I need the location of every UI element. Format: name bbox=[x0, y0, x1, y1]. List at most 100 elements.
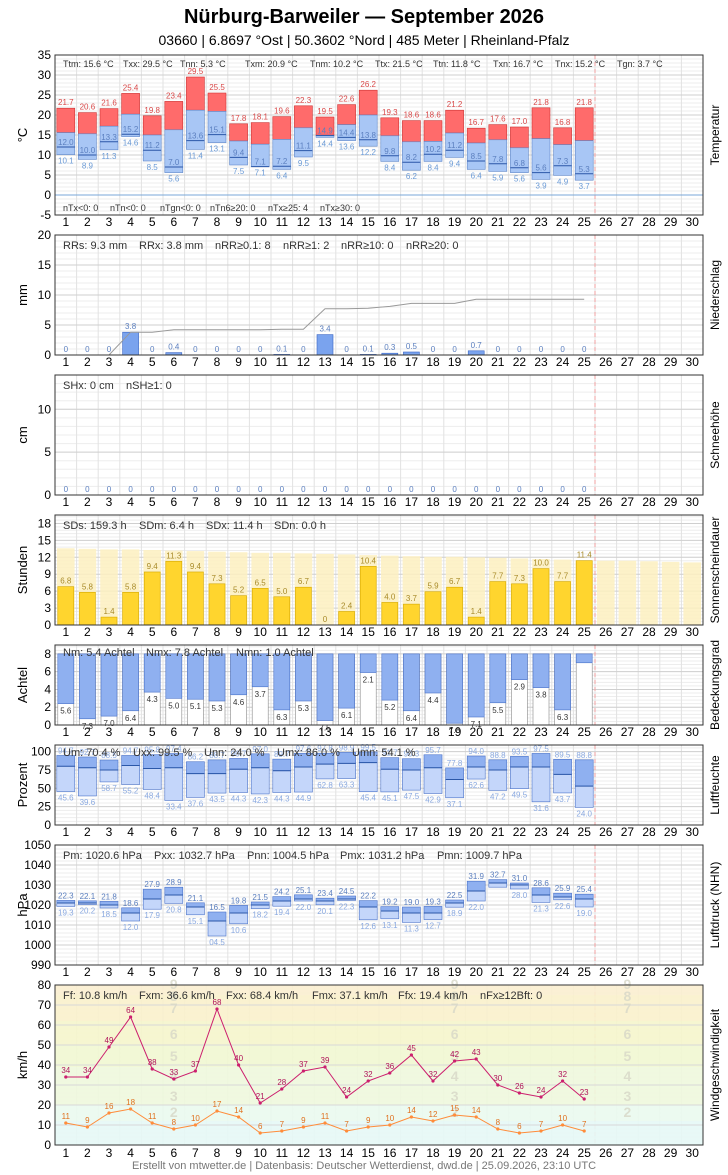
wind-gust-value-label: 30 bbox=[493, 1074, 502, 1083]
temp-min-bar bbox=[56, 132, 76, 155]
wind-ylabel: km/h bbox=[15, 1051, 30, 1079]
sun-daylength-bar bbox=[661, 561, 680, 625]
cloud-cover-bar bbox=[359, 653, 377, 673]
hum-upper-bar bbox=[553, 759, 572, 775]
cloud-cover-bar bbox=[295, 653, 312, 702]
snow-xtick-label: 4 bbox=[127, 495, 134, 509]
hum-max-label: 92.7 bbox=[80, 748, 96, 757]
snow-xtick-label: 11 bbox=[276, 495, 289, 509]
wind-mean-point bbox=[172, 1127, 176, 1131]
temp-xtick-label: 13 bbox=[318, 215, 332, 229]
rain-xtick-label: 3 bbox=[106, 355, 113, 369]
wind-xtick-label: 17 bbox=[405, 1146, 419, 1160]
hum-ytick-label: 75 bbox=[38, 763, 52, 777]
temp-stat: nTx≥25: 4 bbox=[268, 203, 308, 213]
hum-lower-bar bbox=[78, 767, 97, 797]
cloud-cover-bar bbox=[187, 653, 204, 700]
snow-xtick-label: 6 bbox=[170, 495, 177, 509]
wind-xtick-label: 10 bbox=[254, 1146, 268, 1160]
sun-value-label: 5.0 bbox=[276, 587, 288, 596]
press-xtick-label: 10 bbox=[254, 965, 268, 979]
wind-gust-value-label: 28 bbox=[277, 1078, 286, 1087]
temp-mean-label: 11.2 bbox=[447, 141, 463, 150]
hum-lower-bar bbox=[121, 765, 140, 785]
cloud-cover-bar bbox=[511, 653, 528, 680]
hum-xtick-label: 7 bbox=[192, 825, 199, 839]
press-xtick-label: 28 bbox=[642, 965, 656, 979]
press-upper-bar bbox=[142, 888, 162, 900]
hum-xtick-label: 21 bbox=[491, 825, 505, 839]
press-max-label: 22.2 bbox=[360, 892, 376, 901]
cloud-value-label: 1.0 bbox=[579, 666, 591, 675]
press-xtick-label: 27 bbox=[621, 965, 635, 979]
temp-min-label: 14.6 bbox=[123, 139, 139, 148]
cloud-xtick-label: 1 bbox=[62, 725, 69, 739]
cloud-xtick-label: 16 bbox=[383, 725, 397, 739]
cloud-cover-bar bbox=[316, 653, 334, 721]
wind-xtick-label: 30 bbox=[686, 1146, 700, 1160]
temp-min-label: 4.9 bbox=[557, 177, 569, 186]
hum-upper-bar bbox=[402, 758, 421, 771]
snow-value-label: 0 bbox=[323, 485, 328, 494]
press-ytick-label: 1020 bbox=[24, 898, 51, 912]
wind-xtick-label: 14 bbox=[340, 1146, 354, 1160]
hum-min-label: 45.6 bbox=[58, 794, 74, 803]
rain-xtick-label: 19 bbox=[448, 355, 462, 369]
wind-gust-point bbox=[237, 1063, 241, 1067]
hum-max-label: 98.9 bbox=[339, 743, 355, 752]
press-xtick-label: 8 bbox=[214, 965, 221, 979]
snow-value-label: 0 bbox=[215, 485, 220, 494]
hum-lower-bar bbox=[488, 769, 508, 791]
hum-max-label: 99.5 bbox=[360, 743, 376, 752]
hum-min-label: 44.3 bbox=[231, 794, 247, 803]
temp-xtick-label: 27 bbox=[621, 215, 635, 229]
hum-lower-bar bbox=[229, 768, 248, 793]
sun-daylength-bar bbox=[597, 560, 615, 625]
wind-mean-point bbox=[409, 1115, 413, 1119]
wind-mean-point bbox=[582, 1129, 586, 1133]
wind-xtick-label: 4 bbox=[127, 1146, 134, 1160]
temp-mean-label: 7.0 bbox=[168, 158, 180, 167]
cloud-xtick-label: 30 bbox=[686, 725, 700, 739]
hum-lower-bar bbox=[510, 766, 529, 789]
cloud-xtick-label: 12 bbox=[297, 725, 311, 739]
hum-min-label: 55.2 bbox=[123, 786, 139, 795]
sun-value-label: 7.7 bbox=[557, 572, 569, 581]
sun-xtick-label: 11 bbox=[276, 625, 289, 639]
wind-gust-value-label: 38 bbox=[148, 1058, 157, 1067]
sun-bar bbox=[424, 591, 442, 626]
temp-stat: nTn6≥20: 0 bbox=[210, 203, 255, 213]
wind-beaufort-label: 6 bbox=[170, 1026, 178, 1042]
press-min-label: 28.0 bbox=[512, 891, 528, 900]
hum-max-label: 95.7 bbox=[425, 746, 441, 755]
cloud-value-label: 4.4 bbox=[427, 696, 439, 705]
press-stat: Pm: 1020.6 hPa bbox=[63, 850, 143, 862]
hum-stat: Umx: 86.0 % bbox=[277, 747, 340, 759]
cloud-stat: Nmx: 7.8 Achtel bbox=[146, 647, 223, 659]
wind-mean-value-label: 9 bbox=[366, 1116, 371, 1125]
wind-beaufort-label: 3 bbox=[624, 1088, 632, 1104]
press-lower-bar bbox=[186, 906, 205, 916]
cloud-xtick-label: 29 bbox=[664, 725, 678, 739]
press-max-label: 21.5 bbox=[252, 893, 268, 902]
press-lower-bar bbox=[466, 890, 486, 902]
hum-xtick-label: 20 bbox=[470, 825, 484, 839]
wind-gust-value-label: 32 bbox=[364, 1070, 373, 1079]
temp-max-bar bbox=[56, 107, 76, 133]
hum-max-label: 86.2 bbox=[188, 753, 204, 762]
sun-bar bbox=[230, 595, 247, 626]
sun-bar bbox=[251, 588, 269, 626]
temp-max-bar bbox=[510, 126, 529, 149]
wind-mean-value-label: 17 bbox=[213, 1100, 222, 1109]
temp-min-bar bbox=[294, 127, 313, 158]
wind-beaufort-label: 5 bbox=[170, 1048, 178, 1064]
wind-xtick-label: 7 bbox=[192, 1146, 199, 1160]
press-xtick-label: 5 bbox=[149, 965, 156, 979]
press-min-label: 20.1 bbox=[317, 907, 333, 916]
rain-stat: RRs: 9.3 mm bbox=[63, 240, 127, 252]
snow-value-label: 0 bbox=[517, 485, 522, 494]
press-lower-bar bbox=[250, 904, 270, 909]
hum-xtick-label: 17 bbox=[405, 825, 419, 839]
sun-value-label: 7.7 bbox=[492, 572, 504, 581]
